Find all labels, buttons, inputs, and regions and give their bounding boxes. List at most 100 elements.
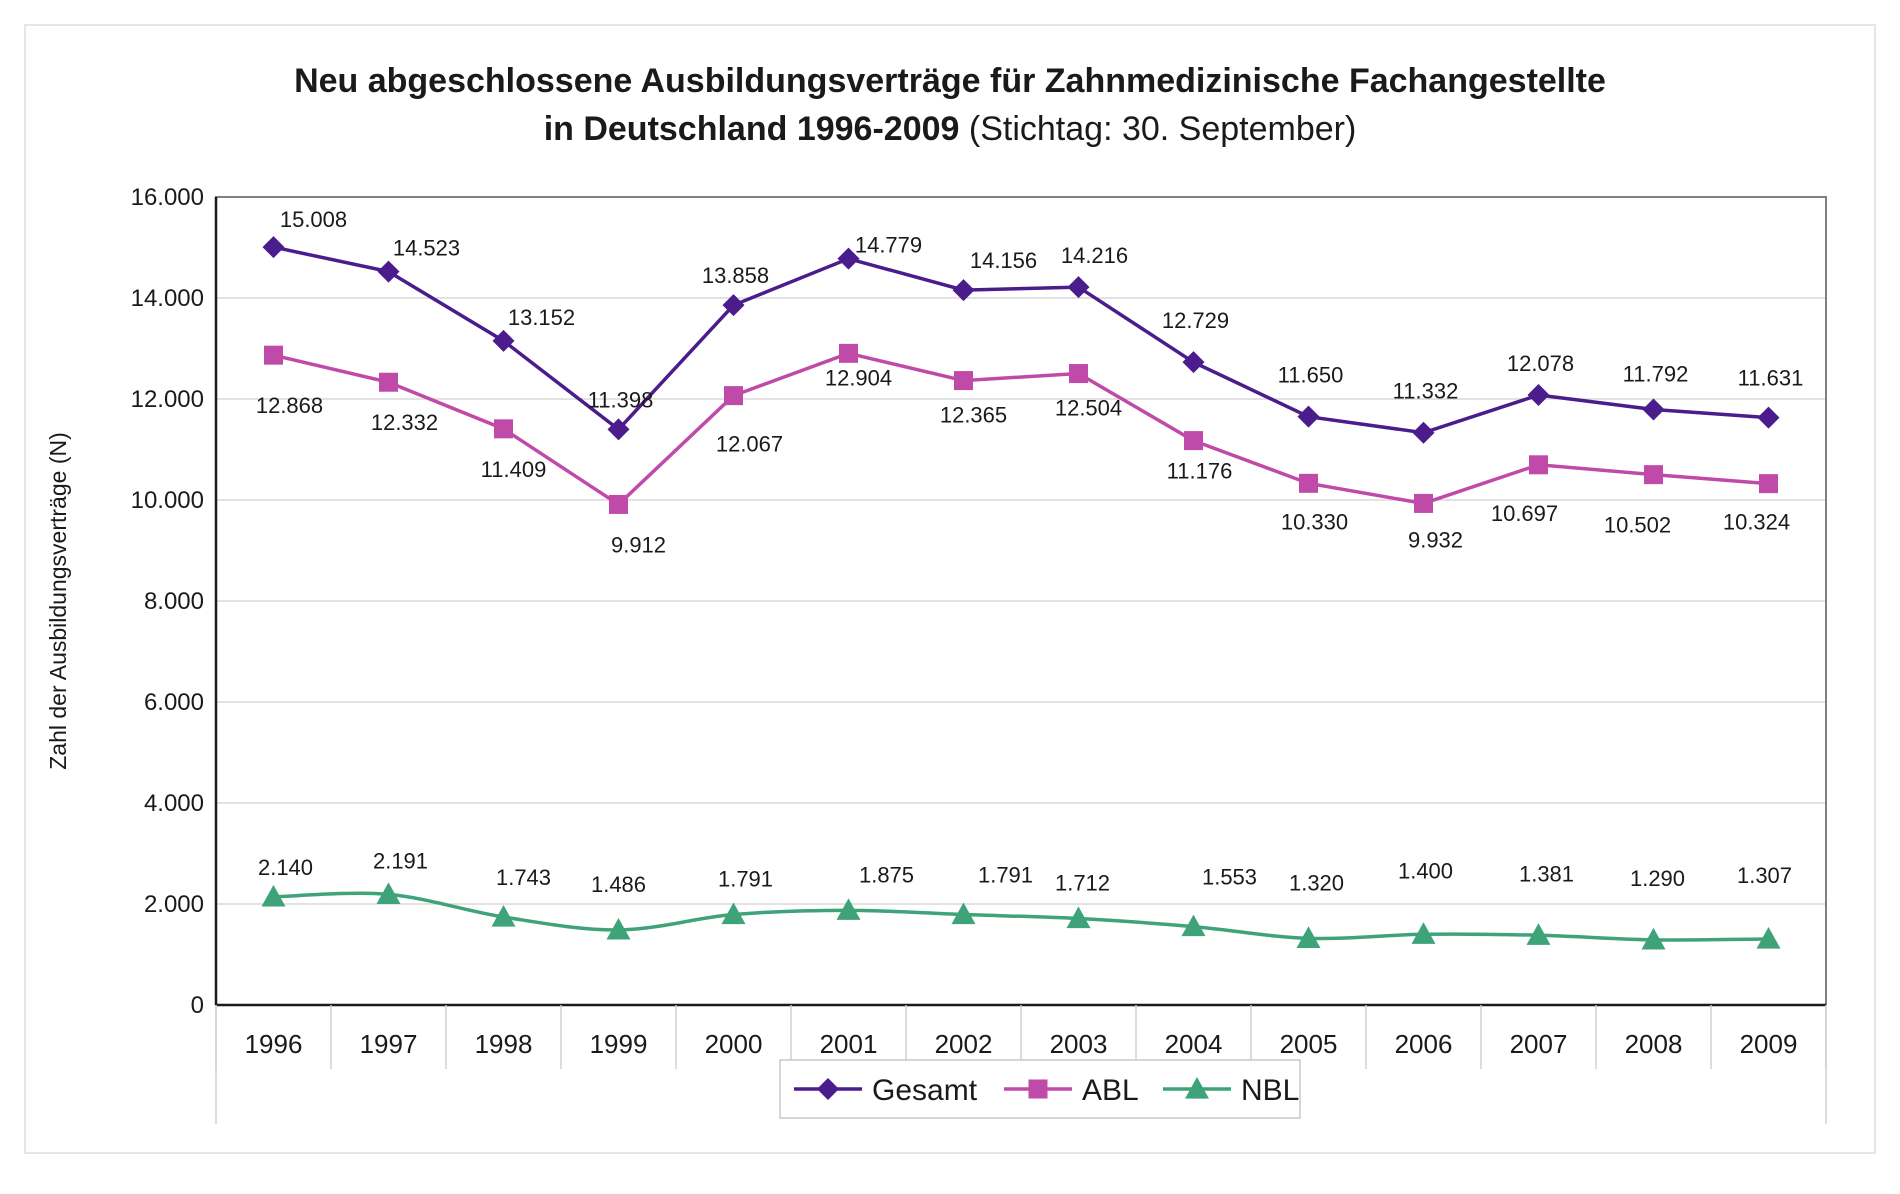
x-category-label: 2000	[705, 1029, 763, 1059]
data-point-gesamt	[377, 260, 400, 283]
data-point-abl	[839, 343, 858, 363]
data-label-gesamt: 12.078	[1507, 351, 1574, 376]
data-label-nbl: 2.191	[373, 848, 428, 873]
data-label-abl: 10.330	[1281, 509, 1348, 534]
data-point-nbl	[1296, 926, 1321, 948]
data-label-gesamt: 11.332	[1393, 379, 1459, 404]
data-label-nbl: 1.320	[1289, 870, 1344, 895]
data-point-nbl	[1641, 927, 1666, 950]
data-point-abl	[609, 494, 628, 514]
data-label-nbl: 1.791	[718, 867, 773, 892]
x-category-label: 2002	[935, 1029, 993, 1059]
data-label-nbl: 1.400	[1398, 858, 1453, 883]
data-label-gesamt: 14.156	[970, 248, 1037, 273]
data-point-abl	[1759, 474, 1778, 494]
series-abl	[264, 343, 1778, 514]
data-label-gesamt: 15.008	[280, 207, 347, 232]
data-point-abl	[379, 372, 398, 392]
y-tick-label: 16.000	[131, 184, 204, 211]
x-category-label: 2003	[1050, 1029, 1108, 1059]
data-label-gesamt: 13.858	[702, 263, 769, 288]
data-label-abl: 12.332	[371, 410, 438, 435]
data-label-abl: 10.324	[1723, 510, 1790, 535]
data-point-nbl	[951, 902, 976, 925]
data-label-nbl: 1.712	[1055, 871, 1110, 896]
data-point-nbl	[1411, 922, 1436, 944]
data-point-abl	[1069, 364, 1088, 384]
y-tick-label: 4.000	[144, 790, 204, 817]
data-label-nbl: 1.791	[978, 863, 1033, 888]
data-label-nbl: 1.743	[496, 865, 551, 890]
data-label-nbl: 2.140	[258, 855, 313, 880]
data-point-nbl	[606, 917, 631, 940]
gridlines	[216, 196, 1826, 905]
data-point-nbl	[1066, 906, 1091, 929]
legend-marker	[817, 1078, 839, 1100]
chart-subtitle-bold: in Deutschland 1996-2009	[544, 110, 960, 148]
legend-item-nbl: NBL	[1163, 1074, 1299, 1107]
data-label-abl: 12.868	[256, 393, 323, 418]
x-category-label: 2008	[1625, 1029, 1683, 1059]
y-tick-label: 0	[191, 992, 204, 1019]
data-point-nbl	[491, 904, 516, 927]
x-category-label: 2005	[1280, 1029, 1338, 1059]
data-point-abl	[1644, 465, 1663, 485]
data-label-abl: 10.697	[1491, 501, 1558, 526]
data-point-gesamt	[1757, 406, 1780, 429]
chart-title: Neu abgeschlossene Ausbildungsverträge f…	[294, 62, 1606, 100]
x-category-label: 1997	[360, 1029, 418, 1059]
series-line-nbl	[273, 891, 1769, 942]
legend-item-gesamt: Gesamt	[794, 1074, 978, 1107]
y-axis-label: Zahl der Ausbildungsverträge (N)	[45, 432, 71, 770]
data-point-nbl	[721, 902, 746, 925]
data-point-abl	[1299, 473, 1318, 493]
data-point-abl	[264, 345, 283, 365]
data-label-nbl: 1.875	[859, 862, 914, 887]
data-label-nbl: 1.553	[1202, 865, 1257, 890]
data-label-abl: 9.912	[611, 532, 666, 557]
x-category-label: 1999	[590, 1029, 648, 1059]
data-label-gesamt: 11.631	[1738, 366, 1804, 391]
legend-item-abl: ABL	[1004, 1074, 1139, 1107]
data-point-gesamt	[722, 294, 745, 317]
data-label-gesamt: 12.729	[1162, 308, 1229, 333]
data-label-abl: 12.504	[1055, 396, 1122, 421]
data-labels: 15.008 14.523 13.152 11.398 13.858 14.779 14.1…	[256, 207, 1803, 897]
data-label-gesamt: 14.523	[393, 236, 460, 261]
data-point-abl	[1184, 431, 1203, 451]
legend-label: Gesamt	[872, 1074, 978, 1107]
legend-label: NBL	[1241, 1074, 1299, 1107]
data-label-abl: 10.502	[1604, 513, 1671, 538]
x-category-label: 2001	[820, 1029, 878, 1059]
x-category-label: 1996	[245, 1029, 303, 1059]
data-point-gesamt	[1412, 421, 1435, 444]
legend-marker	[1185, 1077, 1209, 1099]
data-point-gesamt	[1182, 351, 1205, 374]
data-point-gesamt	[837, 247, 860, 270]
x-category-label: 2004	[1165, 1029, 1223, 1059]
axes	[214, 196, 1827, 1124]
data-label-abl: 9.932	[1408, 527, 1463, 552]
data-label-gesamt: 14.779	[855, 233, 922, 258]
data-label-abl: 11.409	[481, 457, 547, 482]
data-point-gesamt	[1642, 398, 1665, 421]
data-point-gesamt	[1297, 405, 1320, 428]
data-point-nbl	[1526, 923, 1551, 945]
data-label-gesamt: 11.792	[1623, 362, 1689, 387]
data-label-abl: 12.904	[825, 365, 892, 390]
data-point-gesamt	[607, 418, 630, 441]
x-category-label: 2009	[1740, 1029, 1798, 1059]
data-point-gesamt	[262, 236, 285, 259]
data-point-gesamt	[1527, 384, 1550, 407]
y-tick-label: 12.000	[131, 386, 204, 413]
x-category-label: 1998	[475, 1029, 533, 1059]
data-point-nbl	[836, 898, 861, 920]
data-label-gesamt: 11.398	[588, 387, 654, 412]
data-label-nbl: 1.381	[1519, 861, 1574, 886]
data-label-abl: 12.067	[716, 432, 783, 457]
data-point-abl	[1529, 455, 1548, 475]
chart-subtitle-normal: (Stichtag: 30. September)	[969, 110, 1356, 148]
data-point-nbl	[376, 882, 401, 904]
y-tick-label: 2.000	[144, 891, 204, 918]
chart-frame	[24, 24, 1876, 1154]
